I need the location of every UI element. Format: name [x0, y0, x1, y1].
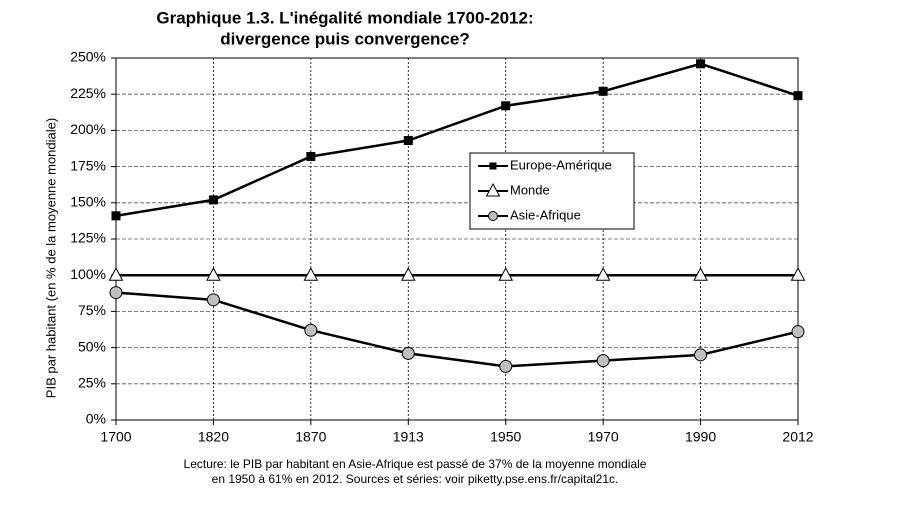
y-tick-label: 150%	[70, 194, 106, 210]
marker	[403, 136, 413, 146]
marker	[694, 348, 708, 362]
legend-label: Monde	[510, 182, 550, 197]
legend-marker	[488, 211, 498, 221]
series-line	[115, 62, 799, 218]
marker	[696, 59, 706, 69]
x-tick-label: 1990	[685, 429, 716, 445]
x-tick-label: 1913	[393, 429, 424, 445]
chart-title: Graphique 1.3. L'inégalité mondiale 1700…	[156, 8, 533, 27]
series-line	[115, 291, 799, 368]
y-axis-label: PIB par habitant (en % de la moyenne mon…	[43, 118, 58, 398]
y-tick-label: 0%	[86, 411, 106, 427]
y-tick-label: 225%	[70, 85, 106, 101]
marker	[401, 346, 415, 360]
marker	[793, 91, 803, 101]
legend-marker	[485, 182, 501, 197]
y-tick-label: 50%	[78, 338, 106, 354]
marker	[595, 267, 611, 281]
marker	[498, 267, 514, 281]
marker	[303, 267, 319, 281]
marker	[596, 354, 610, 368]
y-tick-label: 175%	[70, 157, 106, 173]
marker	[693, 267, 708, 281]
marker	[108, 267, 124, 281]
marker	[304, 323, 318, 337]
note: en 1950 à 61% en 2012. Sources et séries…	[212, 472, 619, 486]
chart-title: divergence puis convergence?	[220, 29, 469, 48]
legend-label: Europe-Amérique	[510, 157, 612, 172]
marker	[206, 267, 221, 281]
legend-label: Asie-Afrique	[510, 207, 581, 222]
y-tick-label: 125%	[70, 230, 106, 246]
marker	[790, 267, 806, 281]
marker	[501, 101, 511, 111]
y-tick-label: 200%	[70, 121, 106, 137]
marker	[306, 151, 316, 161]
x-tick-label: 1870	[295, 429, 326, 445]
x-tick-label: 1970	[588, 429, 619, 445]
marker	[499, 359, 513, 373]
y-tick-label: 25%	[78, 375, 106, 391]
legend-marker	[489, 162, 497, 170]
plot-frame	[115, 57, 799, 421]
x-tick-label: 1820	[198, 429, 229, 445]
y-tick-label: 250%	[70, 49, 106, 65]
marker	[598, 86, 608, 96]
y-tick-label: 100%	[70, 266, 106, 282]
x-tick-label: 2012	[782, 429, 813, 445]
x-tick-label: 1700	[100, 429, 131, 445]
marker	[206, 293, 220, 307]
marker	[109, 286, 123, 300]
marker	[111, 211, 121, 221]
marker	[791, 325, 805, 339]
x-tick-label: 1950	[490, 429, 521, 445]
marker	[208, 195, 218, 205]
marker	[400, 267, 416, 281]
note: Lecture: le PIB par habitant en Asie-Afr…	[184, 457, 647, 471]
y-tick-label: 75%	[78, 302, 106, 318]
